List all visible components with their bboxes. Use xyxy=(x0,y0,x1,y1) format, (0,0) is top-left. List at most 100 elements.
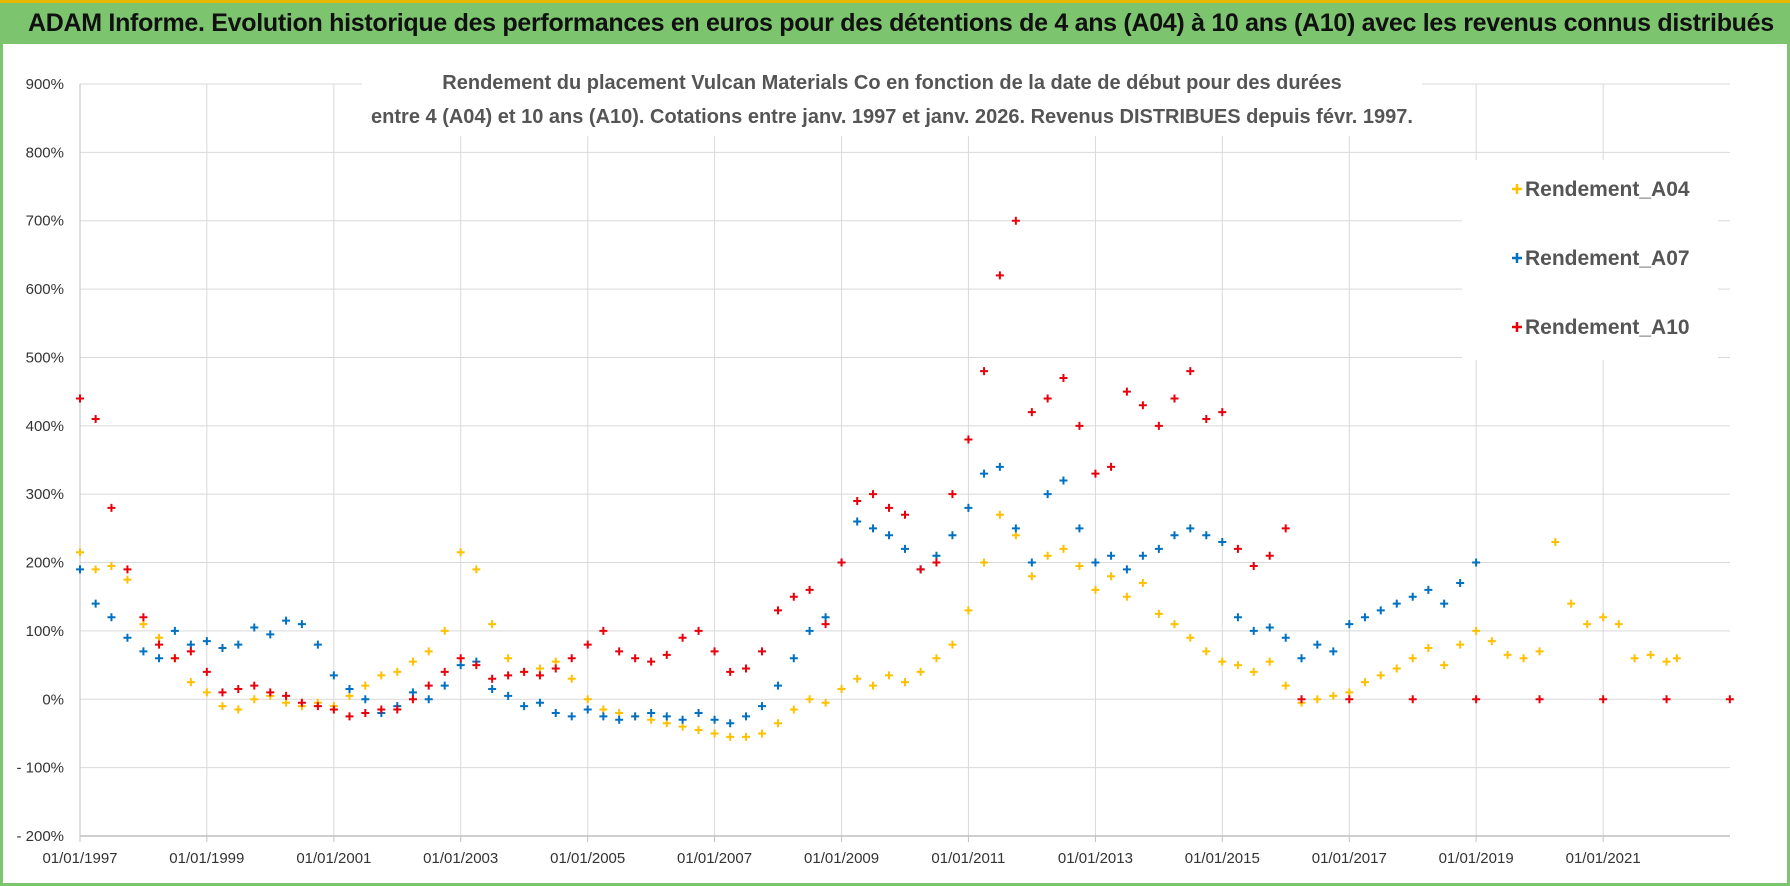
data-point xyxy=(853,497,862,506)
data-point xyxy=(250,623,259,632)
data-point xyxy=(853,674,862,683)
legend-label: Rendement_A04 xyxy=(1525,178,1690,201)
data-point xyxy=(1408,592,1417,601)
data-point xyxy=(361,681,370,690)
y-tick-label: 700% xyxy=(26,213,64,230)
data-point xyxy=(980,367,989,376)
data-point xyxy=(504,691,513,700)
data-point xyxy=(218,688,227,697)
data-point xyxy=(551,664,560,673)
data-point xyxy=(789,654,798,663)
data-point xyxy=(853,517,862,526)
report-banner: ADAM Informe. Evolution historique des p… xyxy=(0,0,1790,44)
data-point xyxy=(1535,647,1544,656)
data-point xyxy=(1249,626,1258,635)
data-point xyxy=(123,633,132,642)
data-point xyxy=(1265,551,1274,560)
data-point xyxy=(1345,688,1354,697)
data-point xyxy=(1472,558,1481,567)
data-point xyxy=(218,702,227,711)
data-point xyxy=(1672,654,1681,663)
data-point xyxy=(631,654,640,663)
data-point xyxy=(742,732,751,741)
data-point xyxy=(615,708,624,717)
data-point xyxy=(1043,551,1052,560)
data-point xyxy=(234,705,243,714)
data-point xyxy=(1122,592,1131,601)
data-point xyxy=(1186,367,1195,376)
title-backdrop xyxy=(362,62,1422,136)
data-point xyxy=(107,561,116,570)
data-point xyxy=(170,654,179,663)
data-point xyxy=(1583,620,1592,629)
data-point xyxy=(1059,544,1068,553)
y-tick-label: - 100% xyxy=(16,760,64,777)
x-tick-label: 01/01/2009 xyxy=(804,850,879,867)
legend-item: Rendement_A04 xyxy=(1512,178,1690,201)
data-point xyxy=(282,691,291,700)
data-point xyxy=(1075,524,1084,533)
data-point xyxy=(1472,695,1481,704)
data-point xyxy=(535,671,544,680)
data-point xyxy=(773,681,782,690)
data-point xyxy=(472,565,481,574)
x-tick-label: 01/01/2017 xyxy=(1312,850,1387,867)
data-point xyxy=(1456,640,1465,649)
data-point xyxy=(805,585,814,594)
data-point xyxy=(1456,579,1465,588)
data-point xyxy=(1011,531,1020,540)
data-point xyxy=(599,705,608,714)
data-point xyxy=(583,695,592,704)
data-point xyxy=(1233,613,1242,622)
y-tick-label: 400% xyxy=(26,418,64,435)
data-point xyxy=(1614,620,1623,629)
data-point xyxy=(313,702,322,711)
data-point xyxy=(218,644,227,652)
data-point xyxy=(456,661,465,670)
data-point xyxy=(91,565,100,574)
data-point xyxy=(91,599,100,608)
legend-item: Rendement_A07 xyxy=(1512,247,1690,270)
data-point xyxy=(488,685,497,694)
data-point xyxy=(789,592,798,601)
data-point xyxy=(1075,421,1084,430)
y-tick-label: 800% xyxy=(26,144,64,161)
data-point xyxy=(885,671,894,680)
data-point xyxy=(1091,558,1100,567)
data-point xyxy=(1059,476,1068,485)
data-point xyxy=(345,691,354,700)
data-point xyxy=(1297,654,1306,663)
data-point xyxy=(393,667,402,676)
data-point xyxy=(551,657,560,666)
data-point xyxy=(726,667,735,676)
legend-backdrop xyxy=(1462,160,1718,360)
data-point xyxy=(1059,373,1068,382)
x-tick-label: 01/01/1999 xyxy=(169,850,244,867)
x-tick-labels: 01/01/1997 01/01/1999 01/01/2001 01/01/2003… xyxy=(42,850,1640,867)
data-point xyxy=(869,681,878,690)
data-point xyxy=(599,626,608,635)
data-point xyxy=(1011,216,1020,225)
data-point xyxy=(821,620,830,629)
data-point xyxy=(1249,667,1258,676)
data-point xyxy=(710,729,719,738)
data-point xyxy=(1329,647,1338,656)
data-point xyxy=(1392,599,1401,608)
data-point xyxy=(1091,469,1100,478)
data-point xyxy=(1170,620,1179,629)
data-point xyxy=(488,620,497,629)
data-point xyxy=(123,575,132,584)
data-point xyxy=(583,705,592,714)
chart-title-line-1: Rendement du placement Vulcan Materials … xyxy=(442,72,1341,94)
data-point xyxy=(710,715,719,724)
data-point xyxy=(901,678,909,687)
data-point xyxy=(313,640,322,649)
data-point xyxy=(266,688,275,697)
data-point xyxy=(76,394,84,403)
data-point xyxy=(757,729,766,738)
x-tick-label: 01/01/2011 xyxy=(931,850,1005,867)
data-point xyxy=(1218,657,1227,666)
data-point xyxy=(932,551,941,560)
data-point xyxy=(694,726,703,735)
data-point xyxy=(250,695,259,704)
